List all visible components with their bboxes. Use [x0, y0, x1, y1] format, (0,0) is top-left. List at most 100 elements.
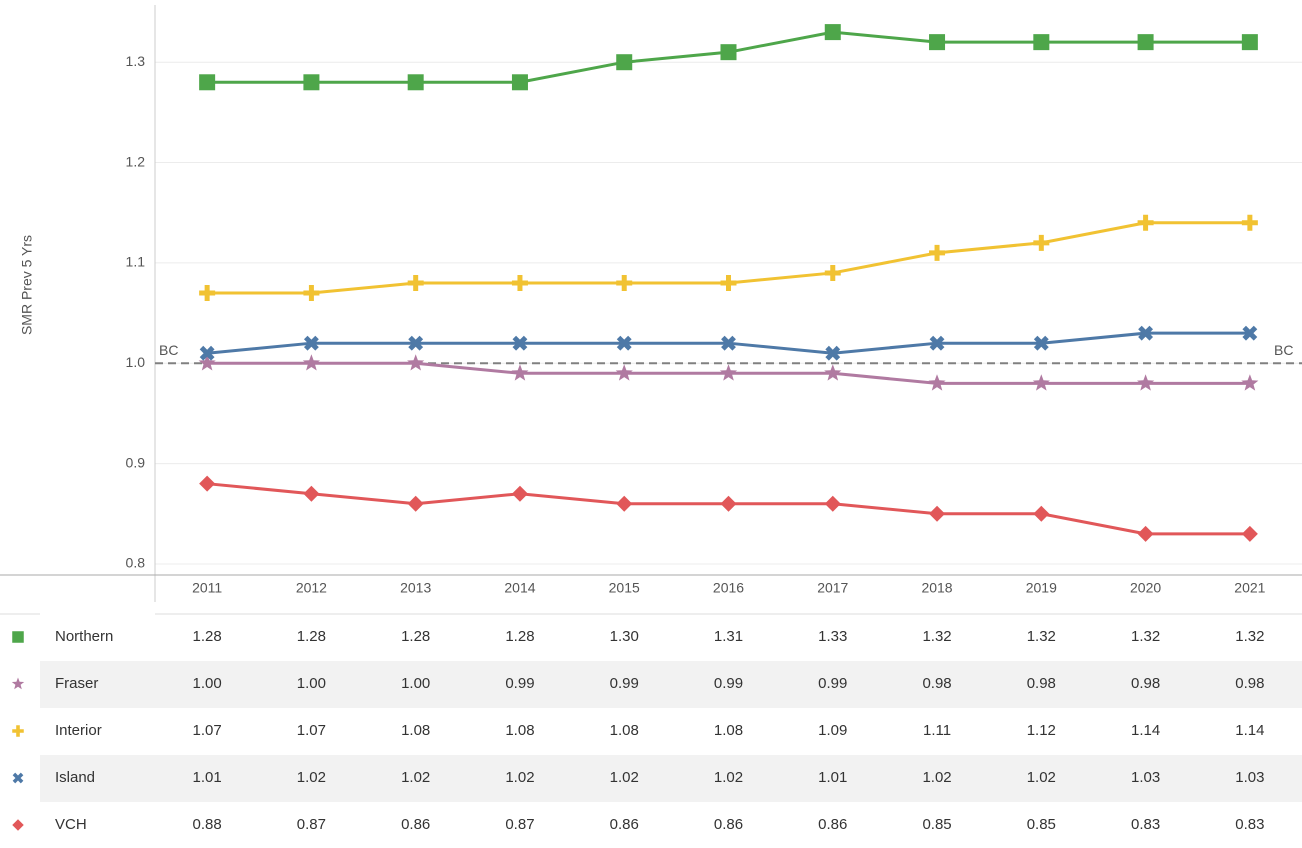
table-value: 1.08 [505, 722, 534, 739]
table-value: 1.28 [401, 628, 430, 645]
marker [303, 74, 320, 91]
table-value: 1.02 [922, 769, 951, 786]
table-value: 1.01 [818, 769, 847, 786]
table-value: 1.08 [401, 722, 430, 739]
marker [929, 34, 946, 51]
marker [825, 345, 841, 361]
x-tick-label: 2020 [1130, 580, 1161, 596]
table-value: 0.98 [1131, 675, 1160, 692]
table-value: 1.28 [505, 628, 534, 645]
legend-label: Island [55, 769, 95, 786]
marker [511, 485, 528, 502]
table-value: 1.01 [193, 769, 222, 786]
marker [407, 274, 424, 291]
marker [929, 335, 945, 351]
legend-label: Interior [55, 722, 102, 739]
marker [824, 364, 842, 381]
table-value: 1.02 [505, 769, 534, 786]
marker [824, 495, 841, 512]
table-value: 0.88 [193, 816, 222, 833]
marker [616, 54, 633, 71]
marker [408, 335, 424, 351]
table-value: 0.98 [1027, 675, 1056, 692]
table-value: 1.28 [193, 628, 222, 645]
table-value: 0.99 [505, 675, 534, 692]
marker [1137, 34, 1154, 51]
table-value: 0.87 [297, 816, 326, 833]
table-value: 1.00 [297, 675, 326, 692]
reference-label: BC [159, 342, 178, 358]
marker [1033, 505, 1050, 522]
marker [929, 505, 946, 522]
y-axis-label: SMR Prev 5 Yrs [19, 235, 35, 335]
table-value: 0.86 [714, 816, 743, 833]
table-value: 0.83 [1131, 816, 1160, 833]
x-tick-label: 2021 [1234, 580, 1265, 596]
marker [720, 44, 737, 61]
marker [615, 364, 633, 381]
marker [407, 74, 424, 91]
table-value: 1.00 [401, 675, 430, 692]
table-value: 1.11 [923, 722, 951, 739]
reference-label: BC [1274, 342, 1293, 358]
legend-label: Northern [55, 628, 113, 645]
table-value: 1.08 [714, 722, 743, 739]
marker [303, 285, 320, 302]
x-tick-label: 2011 [192, 580, 222, 596]
marker [1032, 374, 1050, 391]
x-tick-label: 2015 [609, 580, 640, 596]
marker [616, 335, 632, 351]
y-tick-label: 1.0 [126, 354, 146, 370]
marker [1138, 325, 1154, 341]
x-tick-label: 2014 [504, 580, 535, 596]
marker [12, 631, 24, 643]
marker [720, 274, 737, 291]
table-value: 0.99 [714, 675, 743, 692]
marker [302, 354, 320, 371]
y-tick-label: 0.9 [126, 454, 146, 470]
marker [198, 354, 216, 371]
marker [616, 495, 633, 512]
table-value: 1.02 [714, 769, 743, 786]
marker [11, 677, 25, 690]
legend-label: Fraser [55, 675, 98, 692]
marker [303, 485, 320, 502]
marker [407, 354, 425, 371]
marker [1241, 34, 1258, 51]
marker [199, 285, 216, 302]
y-tick-label: 1.3 [126, 53, 146, 69]
table-value: 1.00 [193, 675, 222, 692]
table-value: 1.32 [1131, 628, 1160, 645]
table-value: 1.32 [1027, 628, 1056, 645]
x-tick-label: 2013 [400, 580, 431, 596]
table-value: 1.32 [922, 628, 951, 645]
x-tick-label: 2012 [296, 580, 327, 596]
marker [512, 335, 528, 351]
table-value: 1.02 [297, 769, 326, 786]
table-value: 1.30 [610, 628, 639, 645]
marker [1137, 214, 1154, 231]
x-tick-label: 2016 [713, 580, 744, 596]
y-tick-label: 0.8 [126, 555, 146, 571]
table-value: 1.07 [297, 722, 326, 739]
table-value: 1.03 [1235, 769, 1264, 786]
marker [12, 725, 24, 737]
marker [1241, 374, 1259, 391]
marker [1241, 525, 1258, 542]
marker [1137, 525, 1154, 542]
table-value: 1.03 [1131, 769, 1160, 786]
table-row-background [40, 661, 1302, 708]
table-value: 0.86 [610, 816, 639, 833]
table-value: 1.14 [1235, 722, 1264, 739]
marker [407, 495, 424, 512]
table-value: 0.83 [1235, 816, 1264, 833]
marker [720, 495, 737, 512]
marker [199, 74, 216, 91]
marker [824, 24, 841, 41]
table-value: 0.99 [610, 675, 639, 692]
marker [1242, 325, 1258, 341]
table-value: 0.98 [1235, 675, 1264, 692]
table-value: 1.08 [610, 722, 639, 739]
table-value: 0.86 [818, 816, 847, 833]
